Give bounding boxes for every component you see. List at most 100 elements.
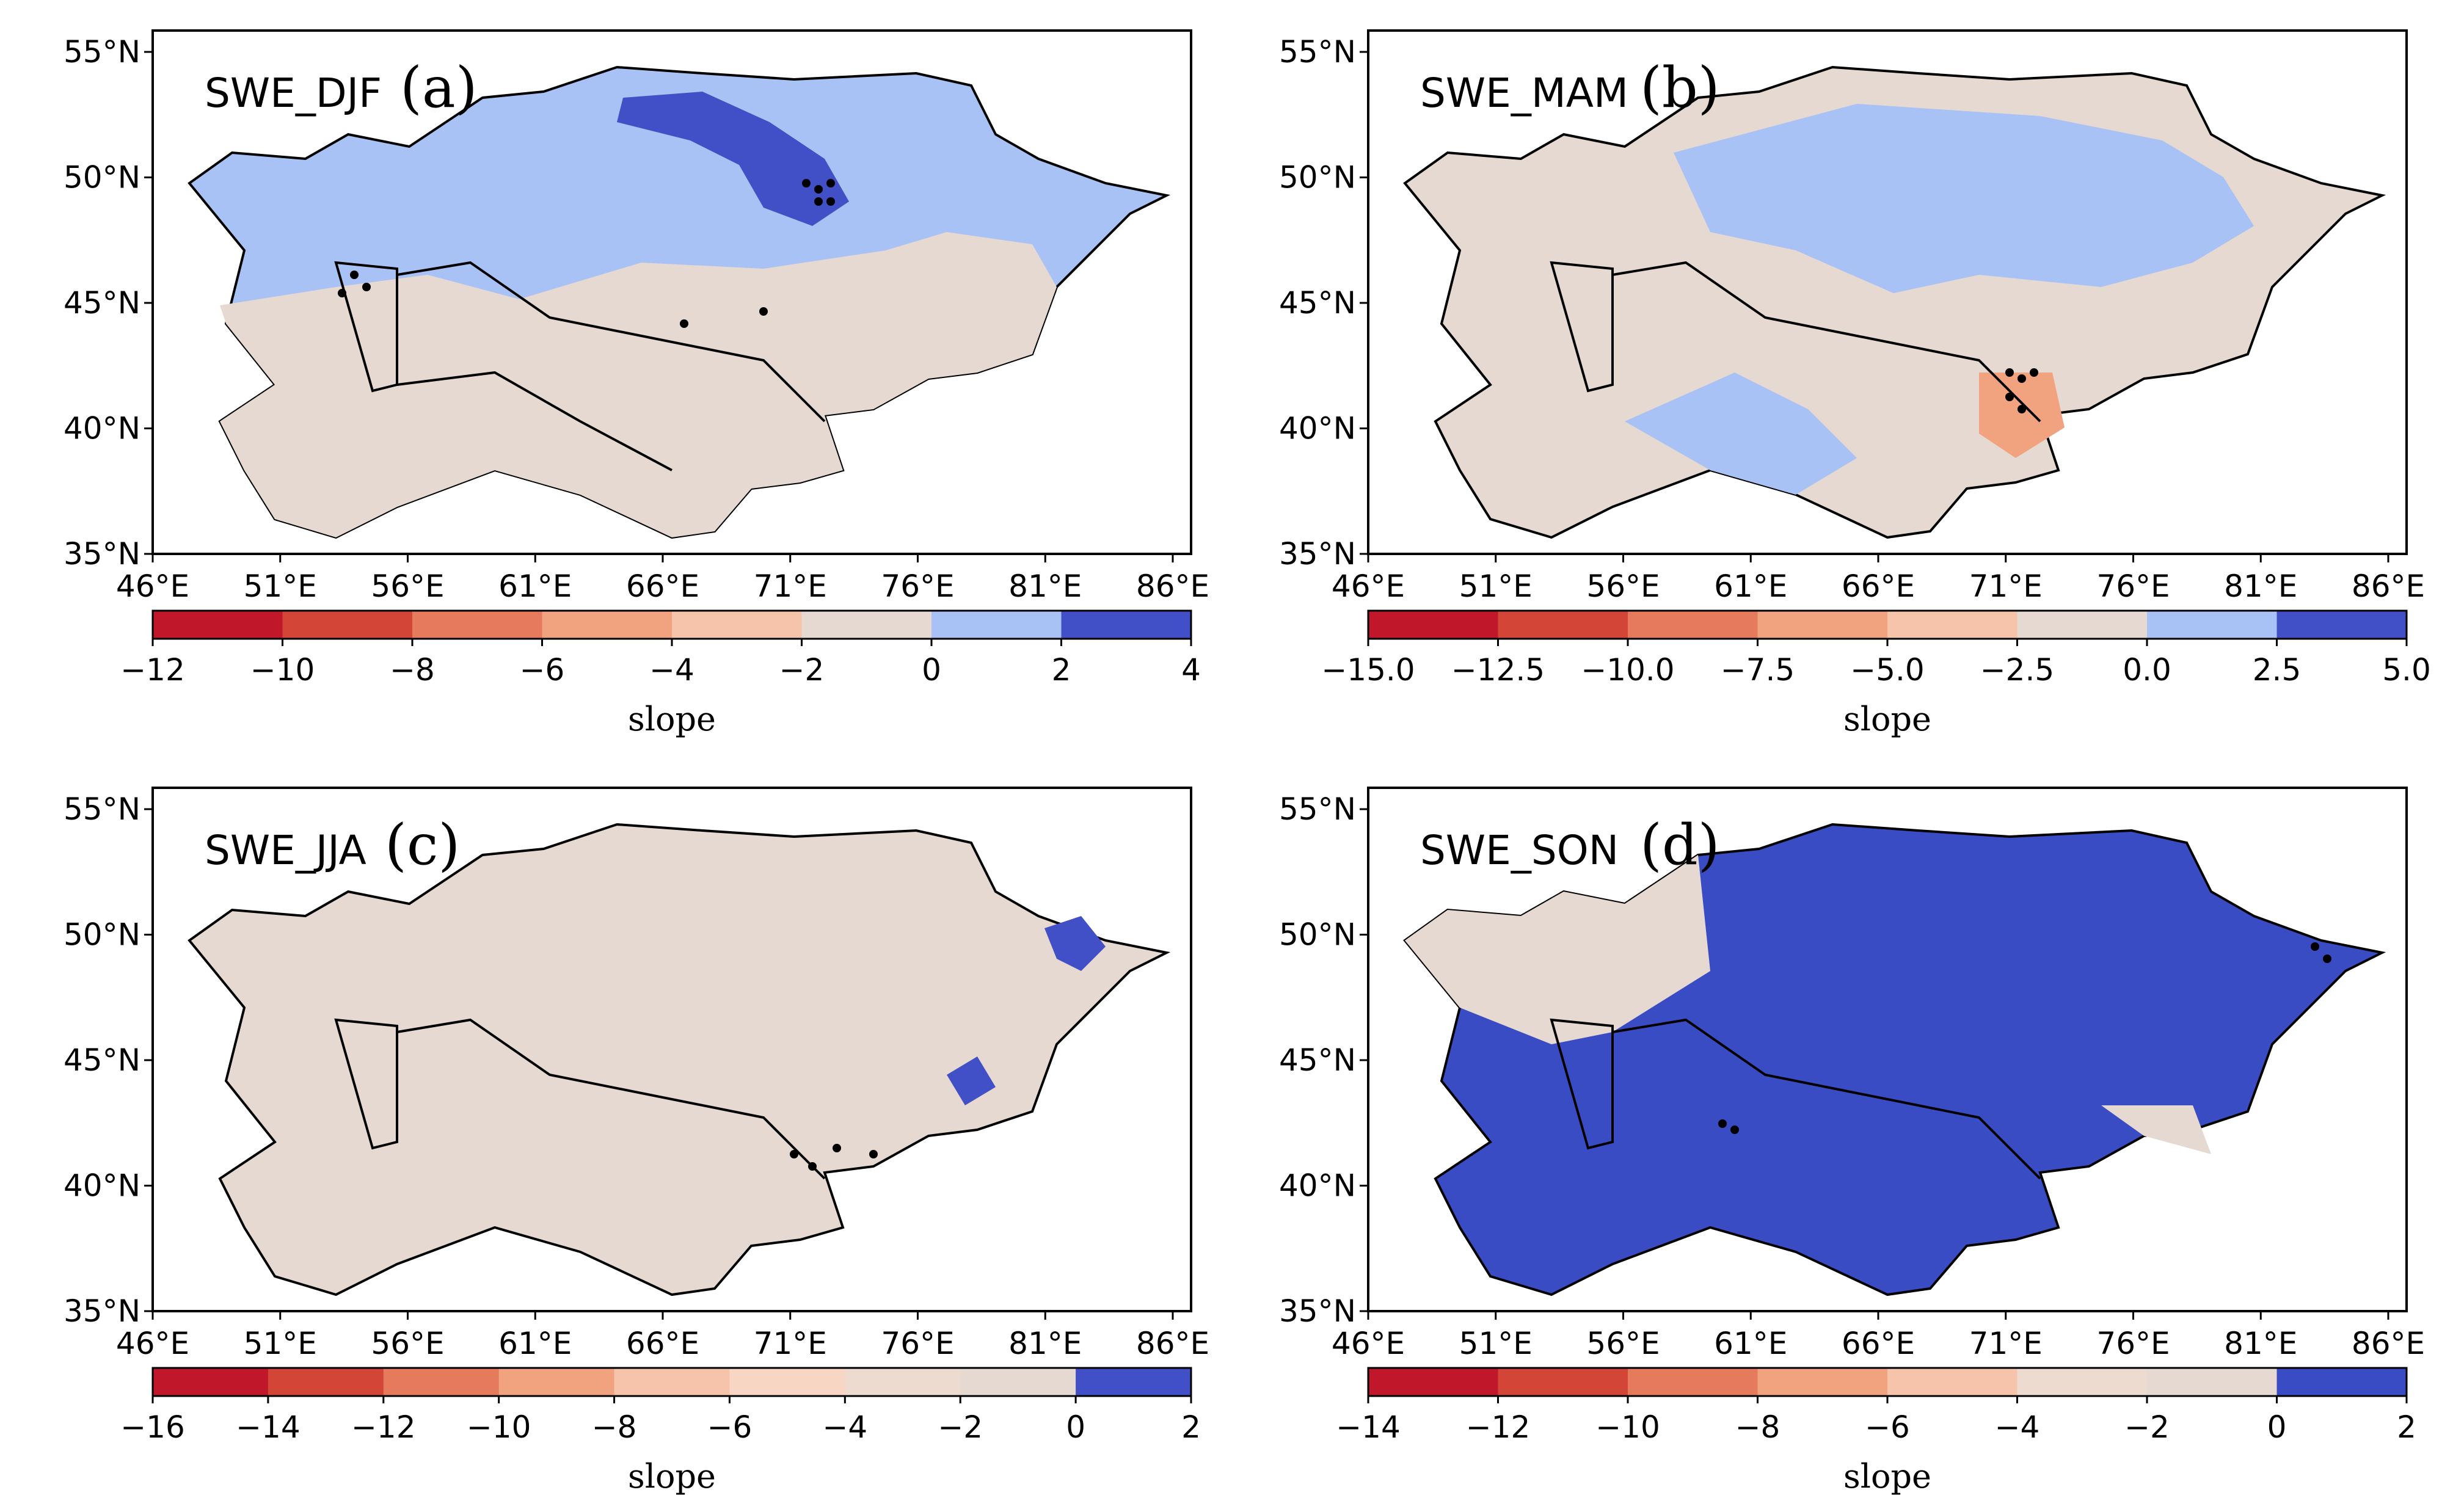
lon-label: 86°E <box>1136 569 1209 604</box>
panel-title: SWE_DJF <box>205 70 382 117</box>
colorbar-tick-label: −2 <box>938 1409 983 1445</box>
lat-label: 40°N <box>1279 1168 1356 1204</box>
colorbar-tick-label: −12 <box>351 1409 416 1445</box>
lon-label: 61°E <box>498 1326 572 1361</box>
lon-label: 71°E <box>1969 1326 2043 1361</box>
colorbar-tick-label: 0 <box>922 652 941 688</box>
colorbar-segment <box>1628 611 1758 639</box>
colorbar-segment <box>801 611 932 639</box>
lat-label: 40°N <box>64 411 140 446</box>
land-region <box>188 823 1171 1296</box>
colorbar-segment <box>153 1368 269 1396</box>
panel-a: 55°N 50°N 45°N 40°N 35°N 46°E 51°E 56°E 61°E 66°… <box>64 29 1209 738</box>
colorbar-segment <box>1757 1368 1888 1396</box>
lon-label: 86°E <box>2352 569 2425 604</box>
lon-label: 66°E <box>626 1326 699 1361</box>
panel-letter: (d) <box>1640 812 1720 878</box>
panel-title: SWE_MAM <box>1420 70 1628 117</box>
lon-label: 56°E <box>1586 569 1660 604</box>
lon-label: 51°E <box>244 569 317 604</box>
lon-label: 56°E <box>371 1326 444 1361</box>
colorbar-tick-label: −8 <box>390 652 435 688</box>
colorbar-segment <box>2017 1368 2148 1396</box>
lon-label: 46°E <box>116 569 189 604</box>
colorbar-tick-label: 2 <box>2397 1409 2416 1445</box>
lon-label: 66°E <box>1842 569 1915 604</box>
lon-label: 71°E <box>754 569 827 604</box>
lon-label: 76°E <box>881 569 954 604</box>
colorbar-segment <box>931 611 1062 639</box>
colorbar-tick-label: −16 <box>120 1409 185 1445</box>
lon-labels: 46°E 51°E 56°E 61°E 66°E 71°E 76°E 81°E 86°E <box>1332 1311 2425 1361</box>
colorbar-label: slope <box>1843 700 1931 738</box>
colorbar-tick-label: −12 <box>120 652 185 688</box>
lon-label: 81°E <box>1008 1326 1082 1361</box>
colorbar-segment <box>1887 611 2017 639</box>
lat-label: 45°N <box>1279 285 1356 321</box>
panel-letter: (c) <box>385 812 460 878</box>
lon-label: 61°E <box>498 569 572 604</box>
colorbar-label: slope <box>1843 1457 1931 1496</box>
stippling <box>1718 942 2331 1134</box>
lon-label: 46°E <box>1332 1326 1405 1361</box>
lat-labels: 55°N 50°N 45°N 40°N 35°N <box>64 791 153 1329</box>
land-region <box>1403 65 2386 539</box>
lon-label: 76°E <box>2096 1326 2170 1361</box>
colorbar-segment <box>845 1368 961 1396</box>
colorbar-tick-label: −14 <box>1336 1409 1401 1445</box>
colorbar-tick-label: −10 <box>467 1409 531 1445</box>
colorbar-tick-label: −10.0 <box>1581 652 1674 688</box>
colorbar-tick-label: −6 <box>520 652 565 688</box>
stippling <box>338 179 835 328</box>
colorbar-segment <box>1757 611 1888 639</box>
colorbar-segment <box>614 1368 730 1396</box>
panel-title: SWE_JJA <box>205 827 366 874</box>
lat-labels: 55°N 50°N 45°N 40°N 35°N <box>64 34 153 572</box>
lat-label: 45°N <box>1279 1042 1356 1078</box>
colorbar-segment <box>542 611 672 639</box>
colorbar-segment <box>1498 1368 1628 1396</box>
lat-label: 40°N <box>1279 411 1356 446</box>
colorbar-tick-label: 2 <box>1181 1409 1201 1445</box>
colorbar-segment <box>1498 611 1628 639</box>
colorbar-tick-label: −8 <box>1735 1409 1781 1445</box>
colorbar-tick-label: −2.5 <box>1980 652 2054 688</box>
lon-label: 51°E <box>1459 1326 1533 1361</box>
colorbar-segment <box>498 1368 615 1396</box>
colorbar-tick-label: −14 <box>236 1409 301 1445</box>
lon-label: 86°E <box>1136 1326 1209 1361</box>
stippling <box>790 1144 878 1171</box>
colorbar-segment <box>2276 611 2407 639</box>
lat-label: 50°N <box>64 917 140 953</box>
colorbar: −15.0 −12.5 −10.0 −7.5 −5.0 −2.5 0.0 2.5 5.0 slop… <box>1321 609 2431 738</box>
colorbar-segment <box>1628 1368 1758 1396</box>
colorbar-tick-label: −12 <box>1466 1409 1531 1445</box>
colorbar-tick-label: 0 <box>1066 1409 1085 1445</box>
colorbar-segment <box>383 1368 500 1396</box>
colorbar-tick-label: −15.0 <box>1321 652 1415 688</box>
lat-label: 35°N <box>1279 1293 1356 1329</box>
colorbar-tick-label: −12.5 <box>1451 652 1545 688</box>
lon-label: 71°E <box>754 1326 827 1361</box>
lat-label: 55°N <box>1279 791 1356 827</box>
lat-label: 35°N <box>1279 536 1356 572</box>
colorbar: −16 −14 −12 −10 −8 −6 −4 −2 0 2 slope <box>120 1367 1201 1496</box>
colorbar-tick-label: −6 <box>707 1409 753 1445</box>
colorbar-tick-label: −5.0 <box>1850 652 1924 688</box>
lon-label: 81°E <box>2224 1326 2297 1361</box>
colorbar-segment <box>1887 1368 2017 1396</box>
colorbar-segment <box>1368 611 1498 639</box>
panel-letter: (b) <box>1640 55 1720 120</box>
lat-label: 50°N <box>1279 160 1356 195</box>
colorbar-tick-label: −8 <box>592 1409 637 1445</box>
land-region <box>1403 823 2386 1296</box>
lat-label: 55°N <box>1279 34 1356 70</box>
lon-label: 51°E <box>1459 569 1533 604</box>
lon-label: 71°E <box>1969 569 2043 604</box>
colorbar-segment <box>2276 1368 2407 1396</box>
panel-letter: (a) <box>400 55 478 120</box>
colorbar-label: slope <box>628 700 716 738</box>
colorbar-segment <box>1061 611 1192 639</box>
land-region <box>188 65 1171 539</box>
